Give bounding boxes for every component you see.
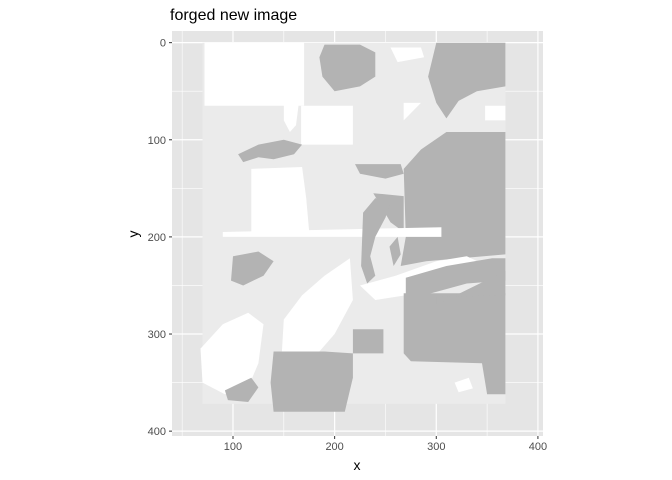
region-white-diag-big [281, 258, 353, 378]
region-block-top-left-drip [283, 100, 300, 132]
x-axis-title: x [354, 457, 361, 473]
region-white-lower-left [200, 312, 264, 395]
x-tick-label: 400 [529, 441, 547, 453]
region-white-top-right-bits [390, 47, 425, 63]
region-grey-right-sweep [405, 258, 506, 300]
region-grey-right-low-tail [436, 270, 506, 305]
x-tick-label: 300 [427, 441, 445, 453]
y-tick-label: 0 [160, 38, 166, 50]
region-block-top-left [204, 42, 305, 106]
y-axis-ticks: 0 100 200 300 400 [148, 38, 172, 438]
region-grey-diagonal [361, 198, 391, 284]
region-grey-bottom-block [270, 351, 353, 412]
region-grey-right-mass-b [355, 164, 404, 179]
region-shape-top-right [428, 42, 506, 119]
x-tick-label: 100 [224, 441, 242, 453]
x-tick-label: 200 [325, 441, 343, 453]
region-grey-left-patch [231, 251, 274, 286]
region-grey-bottom-left-fleck [224, 377, 259, 402]
region-grey-diagonal-b [389, 236, 401, 266]
region-blob-top-center [319, 44, 376, 92]
x-axis-ticks: 100 200 300 400 [224, 436, 547, 453]
y-tick-label: 100 [148, 135, 166, 147]
chart-title: forged new image [170, 7, 297, 24]
y-tick-label: 200 [148, 232, 166, 244]
y-tick-label: 400 [148, 426, 166, 438]
region-white-mid-left [251, 167, 310, 232]
region-white-tri-1 [403, 102, 421, 121]
region-block-center-upper [301, 105, 353, 145]
region-grey-center-step [352, 329, 384, 354]
region-white-bottom-right-dots [454, 377, 473, 393]
region-grey-wing-left [238, 139, 303, 163]
region-grey-right-low-block [403, 293, 506, 395]
region-white-right-corner [485, 105, 506, 121]
y-axis-title: y [125, 231, 141, 238]
regions [200, 42, 506, 412]
y-tick-label: 300 [148, 329, 166, 341]
region-white-band-mid [222, 227, 442, 237]
